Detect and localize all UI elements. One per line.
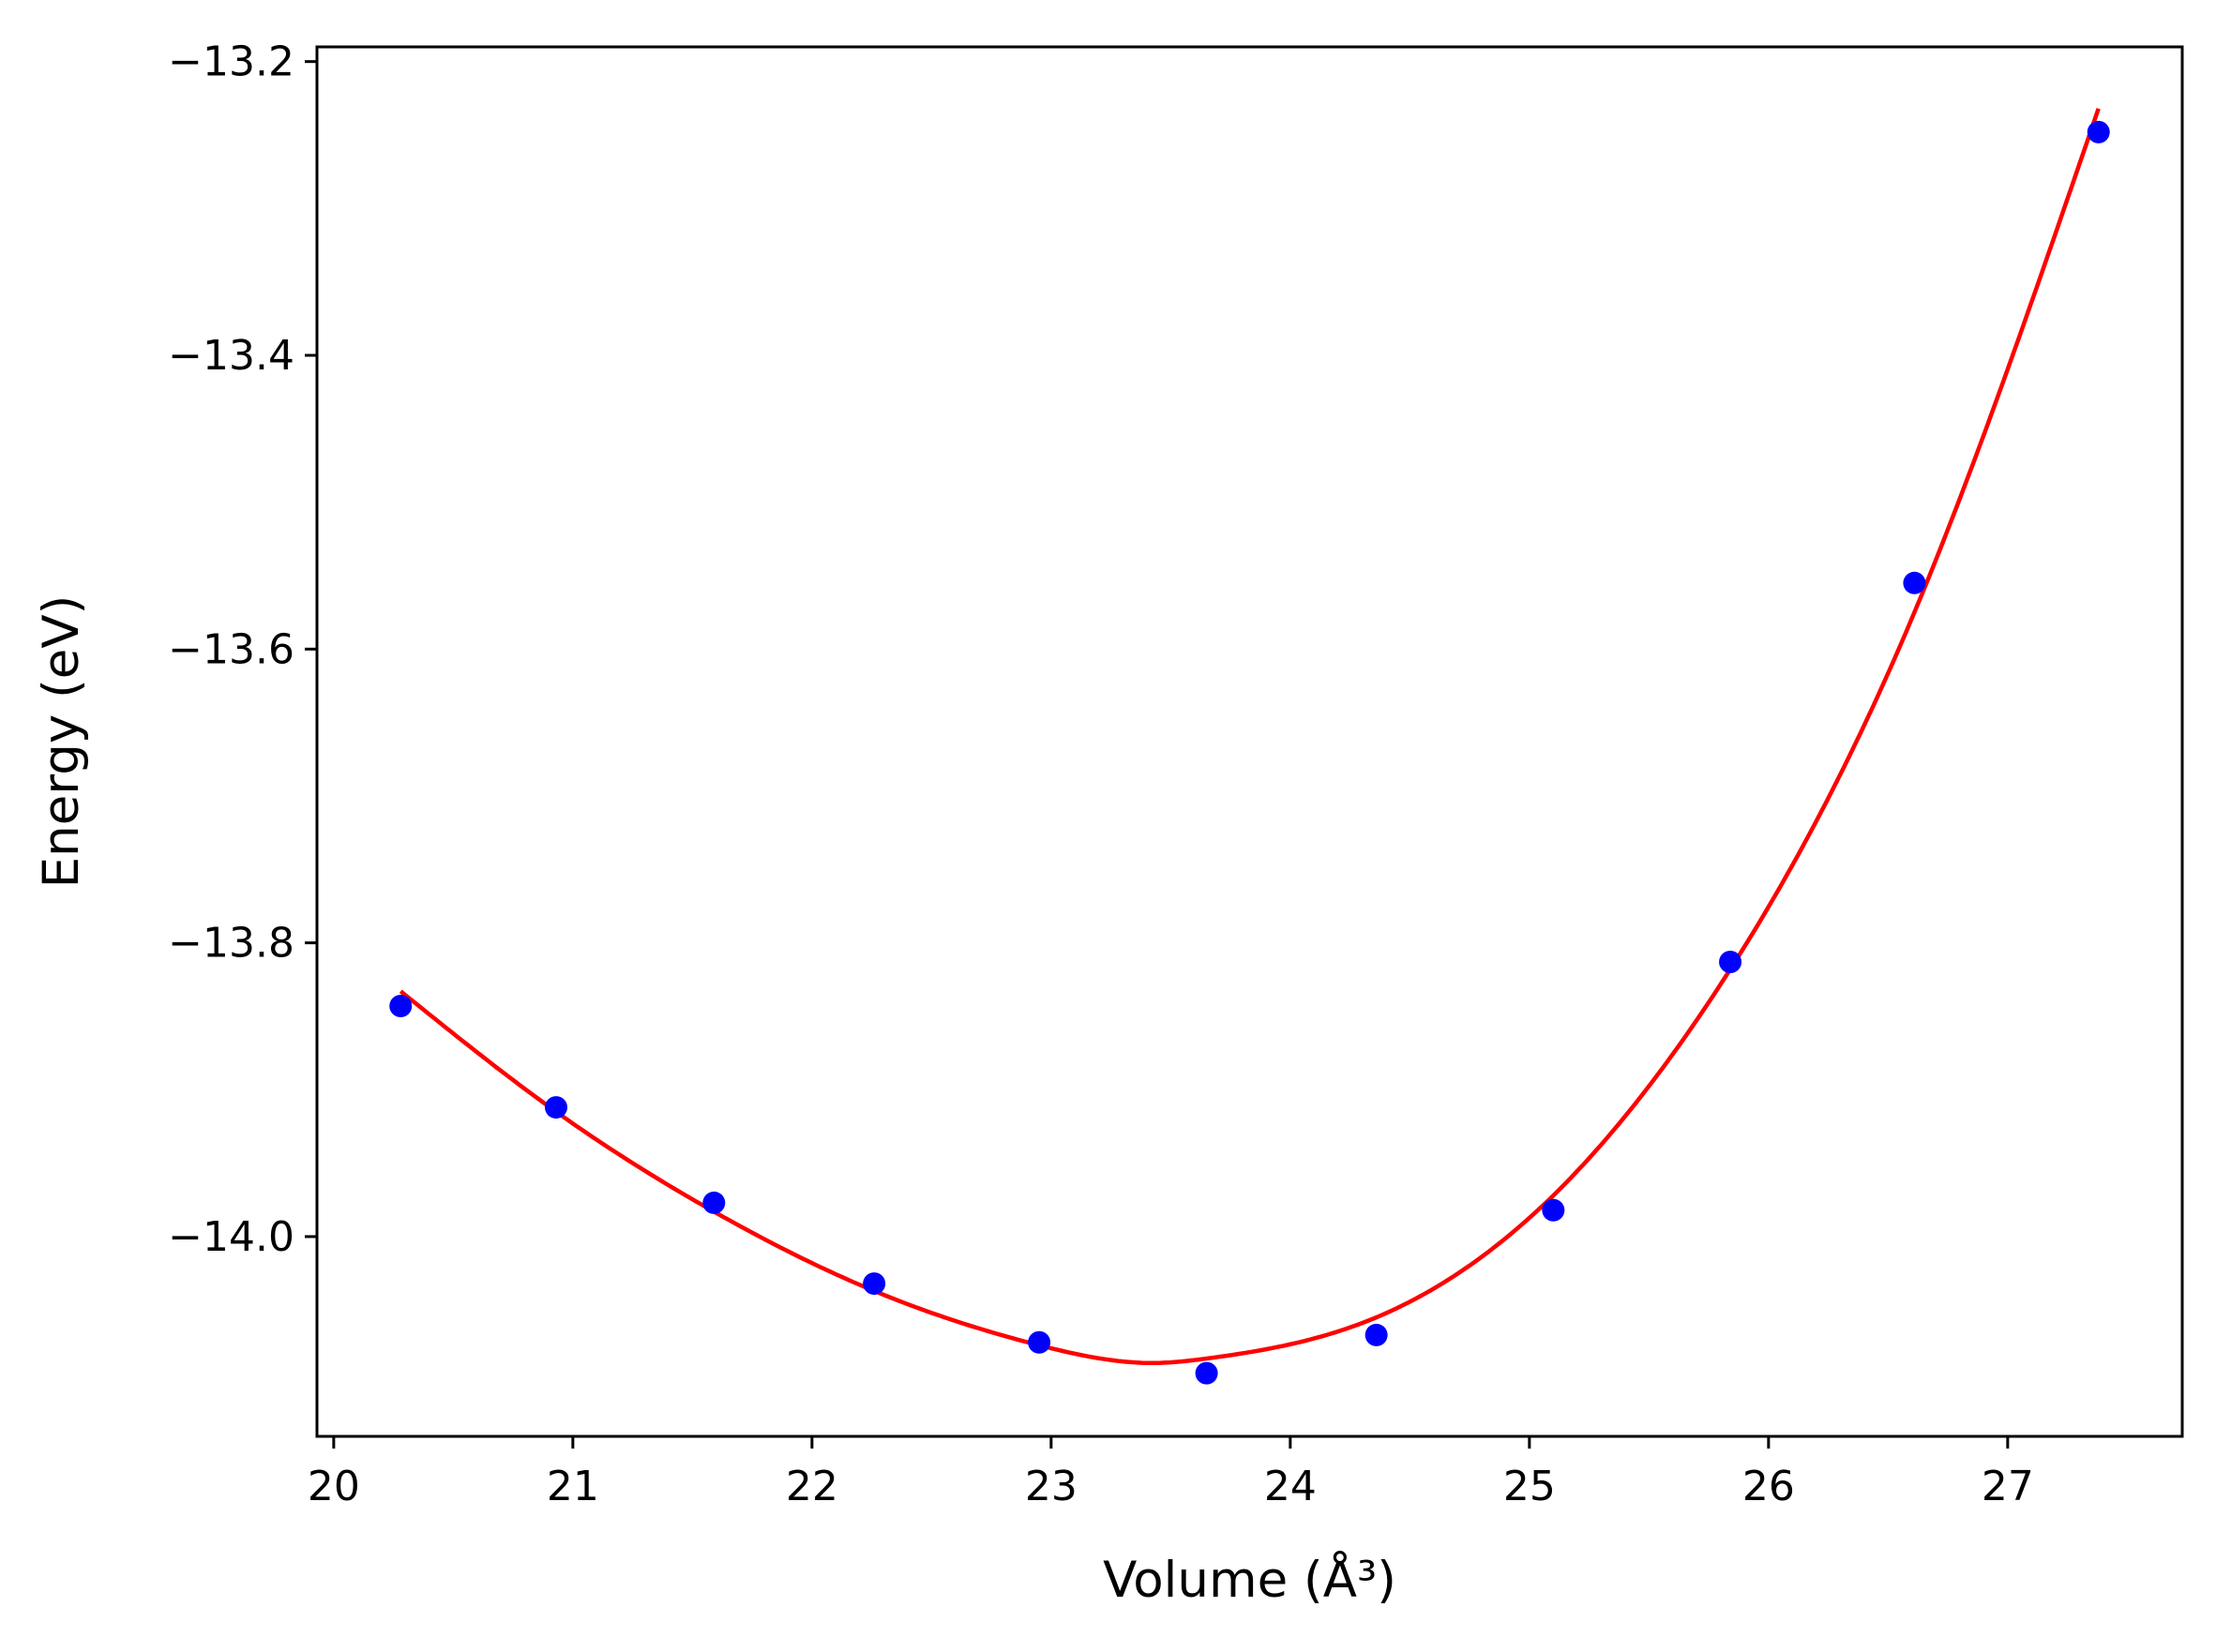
x-tick-label: 23 — [1025, 1463, 1078, 1510]
y-tick-label: −14.0 — [168, 1213, 294, 1261]
x-axis-label: Volume (Å³) — [1103, 1549, 1396, 1609]
y-tick-label: −13.4 — [168, 332, 294, 380]
x-axis-ticks: 20 21 22 23 24 25 26 27 — [308, 1436, 2034, 1510]
data-point — [702, 1191, 726, 1214]
x-tick-label: 27 — [1982, 1463, 2034, 1510]
data-point — [1719, 950, 1742, 973]
data-points-layer — [389, 120, 2110, 1385]
data-point — [1364, 1323, 1388, 1346]
fit-curve — [399, 108, 2101, 1366]
x-tick-label: 22 — [786, 1463, 838, 1510]
data-point — [2087, 120, 2110, 143]
data-point — [1903, 571, 1926, 594]
x-tick-label: 25 — [1503, 1463, 1556, 1510]
y-tick-label: −13.2 — [168, 38, 294, 86]
data-point — [545, 1096, 567, 1119]
data-point — [863, 1272, 886, 1296]
x-tick-label: 20 — [308, 1463, 360, 1510]
data-point — [1195, 1361, 1218, 1385]
y-tick-label: −13.6 — [168, 625, 294, 673]
plot-area-frame — [315, 45, 2184, 1438]
y-axis-label: Energy (eV) — [33, 595, 90, 889]
data-point — [1542, 1198, 1565, 1222]
x-tick-label: 24 — [1264, 1463, 1317, 1510]
y-tick-label: −13.8 — [168, 920, 294, 968]
x-tick-label: 21 — [547, 1463, 599, 1510]
data-point — [1028, 1330, 1051, 1354]
fit-curve-layer — [399, 108, 2101, 1366]
x-tick-label: 26 — [1742, 1463, 1795, 1510]
data-point — [389, 994, 413, 1017]
y-axis-ticks: −14.0 −13.8 −13.6 −13.4 −13.2 — [168, 38, 317, 1261]
